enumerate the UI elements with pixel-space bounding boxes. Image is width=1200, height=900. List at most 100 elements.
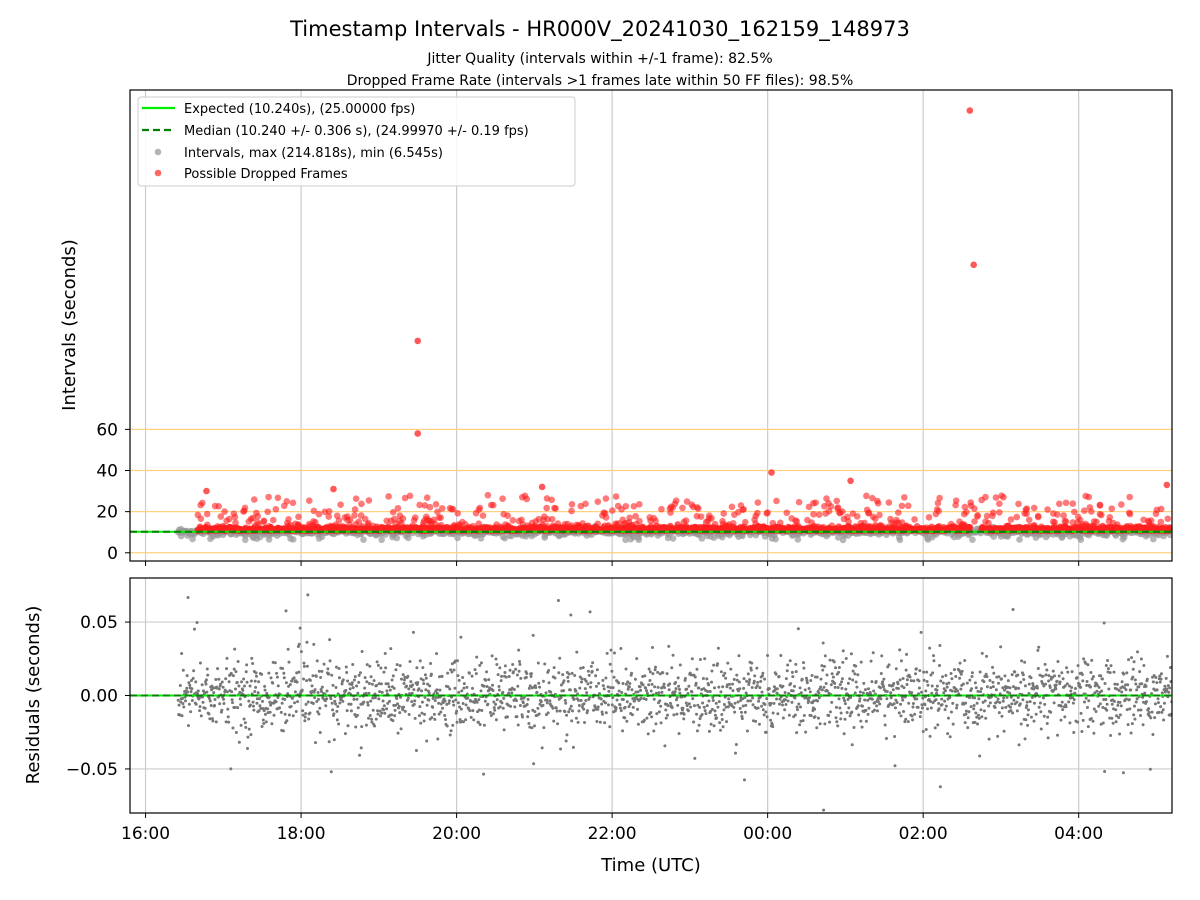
residual-point: [418, 659, 422, 663]
dropped-frame-point: [232, 519, 239, 527]
dropped-frame-point: [925, 513, 933, 521]
dropped-frame-point: [399, 524, 407, 532]
residual-point: [230, 690, 234, 694]
residual-point: [393, 708, 397, 712]
dropped-frame-point: [776, 523, 784, 531]
dropped-frame-point: [358, 500, 365, 508]
residual-point: [513, 705, 517, 709]
residual-point: [313, 741, 317, 745]
residual-point: [483, 699, 487, 703]
residual-point: [408, 692, 412, 696]
residual-point: [183, 699, 187, 703]
residual-point: [355, 697, 359, 701]
dropped-frame-point: [489, 501, 497, 509]
dropped-frame-point: [455, 521, 463, 528]
dropped-frame-point: [863, 492, 870, 500]
intervals-y-tick-label: 0: [107, 544, 118, 564]
residual-point: [590, 669, 594, 673]
dropped-frame-point: [674, 524, 681, 532]
residual-point: [482, 723, 486, 727]
residual-point: [211, 719, 215, 723]
dropped-frame-point: [804, 516, 811, 524]
residual-point: [240, 680, 244, 684]
dropped-frame-point: [952, 501, 959, 509]
residual-point: [340, 695, 344, 699]
dropped-frame-point: [204, 521, 211, 529]
residual-point: [467, 671, 471, 675]
legend-dropped-swatch: [154, 169, 162, 177]
residual-point: [356, 691, 360, 695]
residual-point: [194, 680, 198, 684]
residual-point: [405, 684, 409, 688]
interval-point: [419, 532, 427, 540]
residual-point: [423, 695, 427, 699]
chart-title: Timestamp Intervals - HR000V_20241030_16…: [289, 17, 910, 42]
dropped-frame-point: [1136, 522, 1143, 530]
interval-point: [669, 535, 677, 542]
residual-point: [389, 647, 393, 651]
residual-point: [330, 701, 334, 705]
residual-point: [208, 717, 212, 721]
residual-point: [537, 712, 541, 716]
residual-point: [478, 663, 482, 667]
residual-point: [276, 695, 280, 699]
dropped-frame-point: [902, 522, 910, 530]
interval-point: [177, 532, 185, 540]
residual-point: [526, 697, 530, 701]
residual-point: [552, 719, 556, 723]
residual-point: [424, 676, 428, 680]
residual-point: [325, 689, 329, 693]
residual-point: [379, 666, 383, 670]
residual-point: [470, 686, 474, 690]
residual-point: [502, 696, 506, 700]
dropped-frame-point: [630, 502, 638, 510]
residual-point: [329, 770, 333, 774]
dropped-frame-point: [652, 517, 659, 525]
dropped-frame-point: [834, 504, 842, 511]
dropped-frame-point: [773, 497, 780, 505]
interval-point: [1016, 536, 1023, 543]
dropped-frame-point: [484, 491, 492, 499]
residual-point: [430, 716, 434, 720]
dropped-frame-point: [221, 508, 228, 515]
residual-point: [521, 701, 525, 705]
residual-point: [437, 701, 441, 705]
residual-point: [401, 673, 405, 677]
dropped-frame-point: [769, 519, 777, 527]
residual-point: [370, 717, 374, 721]
residual-point: [331, 708, 335, 712]
residual-point: [659, 721, 663, 725]
dropped-frame-point: [1038, 524, 1045, 532]
residual-point: [266, 707, 270, 711]
residual-point: [357, 673, 361, 677]
residual-point: [638, 685, 642, 689]
dropped-frame-point: [264, 508, 272, 516]
dropped-frame-point: [1127, 522, 1134, 530]
intervals-x-ticks: [145, 561, 1080, 566]
residual-point: [572, 697, 576, 701]
residual-point: [402, 681, 406, 685]
residual-point: [407, 713, 411, 717]
dropped-frame-point: [396, 517, 403, 525]
residual-point: [441, 706, 445, 710]
dropped-frame-point: [911, 516, 918, 523]
residual-point: [682, 717, 686, 721]
dropped-frame-point: [305, 497, 313, 505]
residual-point: [658, 699, 662, 703]
residual-point: [306, 593, 310, 597]
residual-point: [317, 712, 321, 716]
dropped-frame-point: [898, 502, 906, 510]
dropped-frame-point: [1075, 524, 1082, 531]
dropped-frame-point: [1015, 523, 1023, 531]
residual-point: [544, 691, 548, 695]
residual-point: [644, 686, 648, 690]
dropped-frame-point: [998, 492, 1005, 500]
residual-point: [588, 610, 592, 614]
residual-point: [586, 669, 590, 673]
dropped-frame-point: [475, 520, 483, 528]
residual-point: [368, 664, 372, 668]
residual-point: [475, 655, 479, 659]
residual-point: [416, 681, 420, 685]
residual-point: [351, 662, 355, 666]
dropped-frame-point: [961, 503, 969, 511]
